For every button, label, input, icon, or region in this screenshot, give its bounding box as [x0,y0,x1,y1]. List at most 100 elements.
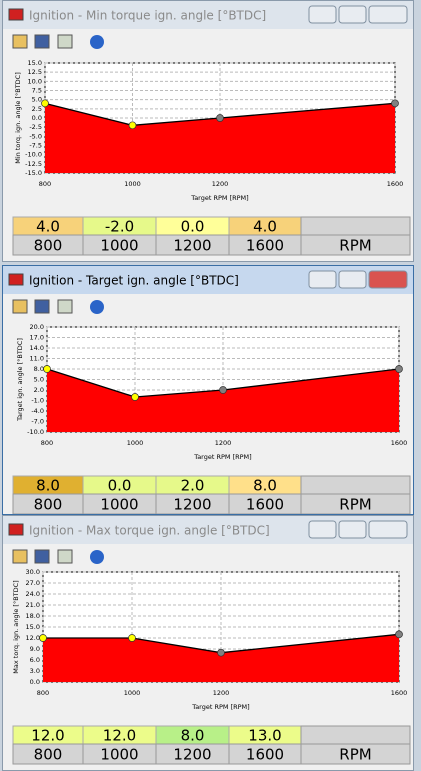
area [47,369,399,432]
x-tick-label: 1200 [212,180,229,188]
y-tick-label: 20.0 [30,323,44,331]
header-cell-text: 1200 [173,496,211,514]
x-axis-title: Target RPM [RPM] [193,453,251,461]
data-point[interactable] [219,386,227,394]
open-button[interactable] [12,299,28,314]
area [43,634,399,682]
data-point[interactable] [128,634,136,642]
value-cell-text: 12.0 [31,727,64,745]
x-tick-label: 800 [39,180,51,188]
help-button[interactable] [90,550,104,564]
unit-cell-text: RPM [339,496,371,514]
x-tick-label: 1000 [127,439,144,447]
y-tick-label: -7.5 [29,142,42,150]
header-cell-text: 800 [34,237,63,255]
open-button[interactable] [12,549,28,564]
data-point[interactable] [128,121,137,130]
x-axis-title: Target RPM [RPM] [190,194,248,202]
y-axis-title: Max torq. ign. angle [°BTDC] [12,580,20,673]
data-point[interactable] [131,393,139,401]
minimize-button[interactable] [308,270,337,289]
empty-cell [300,725,411,745]
value-cell-text: 8.0 [253,477,277,495]
data-point[interactable] [41,99,49,108]
x-tick-label: 1000 [124,689,141,697]
app-icon [8,523,24,536]
value-cell-text: 8.0 [181,727,205,745]
y-tick-label: 24.0 [26,590,40,598]
y-tick-label: -12.5 [25,160,42,168]
window-title: Ignition - Max torque ign. angle [°BTDC] [29,524,270,538]
value-cell-text: 8.0 [36,477,60,495]
app-icon [8,273,24,286]
y-tick-label: 0.0 [30,678,40,686]
help-button[interactable] [90,35,104,49]
value-cell-text: 4.0 [253,218,277,236]
save-button[interactable] [34,34,50,49]
header-cell-text: 800 [34,496,63,514]
maximize-button[interactable] [338,270,367,289]
close-button[interactable] [368,5,408,24]
data-point[interactable] [217,648,225,657]
view-button[interactable] [57,34,73,49]
close-button[interactable] [368,520,408,539]
minimize-button[interactable] [308,5,337,24]
close-button[interactable] [368,270,408,289]
view-button[interactable] [57,299,73,314]
maximize-button[interactable] [338,5,367,24]
y-tick-label: 15.0 [28,59,42,67]
window: Ignition - Target ign. angle [°BTDC] -10.… [2,265,414,515]
empty-cell [300,216,411,236]
y-tick-label: 11.0 [30,355,44,363]
y-tick-label: 7.5 [32,87,42,95]
save-button[interactable] [34,299,50,314]
value-cell-text: 2.0 [181,477,205,495]
x-tick-label: 1600 [387,180,404,188]
y-tick-label: -7.0 [31,418,44,426]
data-point[interactable] [395,630,403,639]
header-cell-text: 1000 [100,237,138,255]
data-point[interactable] [395,365,403,373]
header-cell-text: 1000 [100,746,138,764]
line [46,368,400,398]
header-cell-text: 1600 [246,496,284,514]
y-tick-label: 8.0 [34,365,44,373]
data-point[interactable] [39,634,47,642]
y-tick-label: -10.0 [25,151,42,159]
header-cell-text: 1200 [173,237,211,255]
save-button[interactable] [34,549,50,564]
line [43,633,400,654]
y-axis-title: Target ign. angle [°BTDC] [16,338,24,422]
y-tick-label: -4.0 [31,407,44,415]
data-point[interactable] [43,365,51,373]
y-tick-label: 18.0 [26,612,40,620]
y-tick-label: 2.0 [34,386,44,394]
y-tick-label: 6.0 [30,656,40,664]
y-tick-label: 5.0 [32,96,42,104]
x-axis-title: Target RPM [RPM] [191,703,249,711]
window: Ignition - Max torque ign. angle [°BTDC]… [2,515,414,771]
y-tick-label: 2.5 [32,105,42,113]
view-button[interactable] [57,549,73,564]
y-tick-label: -5.0 [29,132,42,140]
x-tick-label: 1600 [391,689,408,697]
window-title: Ignition - Target ign. angle [°BTDC] [29,274,239,288]
maximize-button[interactable] [338,520,367,539]
x-tick-label: 800 [41,439,53,447]
y-tick-label: 0.0 [32,114,42,122]
window-content: Ignition - Min torque ign. angle [°BTDC]… [3,1,413,256]
window: Ignition - Min torque ign. angle [°BTDC]… [2,0,414,262]
unit-cell-text: RPM [339,746,371,764]
minimize-button[interactable] [308,520,337,539]
data-point[interactable] [216,114,224,122]
header-cell-text: 1600 [246,746,284,764]
y-tick-label: 15.0 [26,623,40,631]
header-cell-text: 800 [34,746,63,764]
open-button[interactable] [12,34,28,49]
unit-cell-text: RPM [339,237,371,255]
window-content: Ignition - Target ign. angle [°BTDC] -10.… [3,266,413,514]
line [44,102,396,126]
help-button[interactable] [90,300,104,314]
data-point[interactable] [391,99,399,108]
